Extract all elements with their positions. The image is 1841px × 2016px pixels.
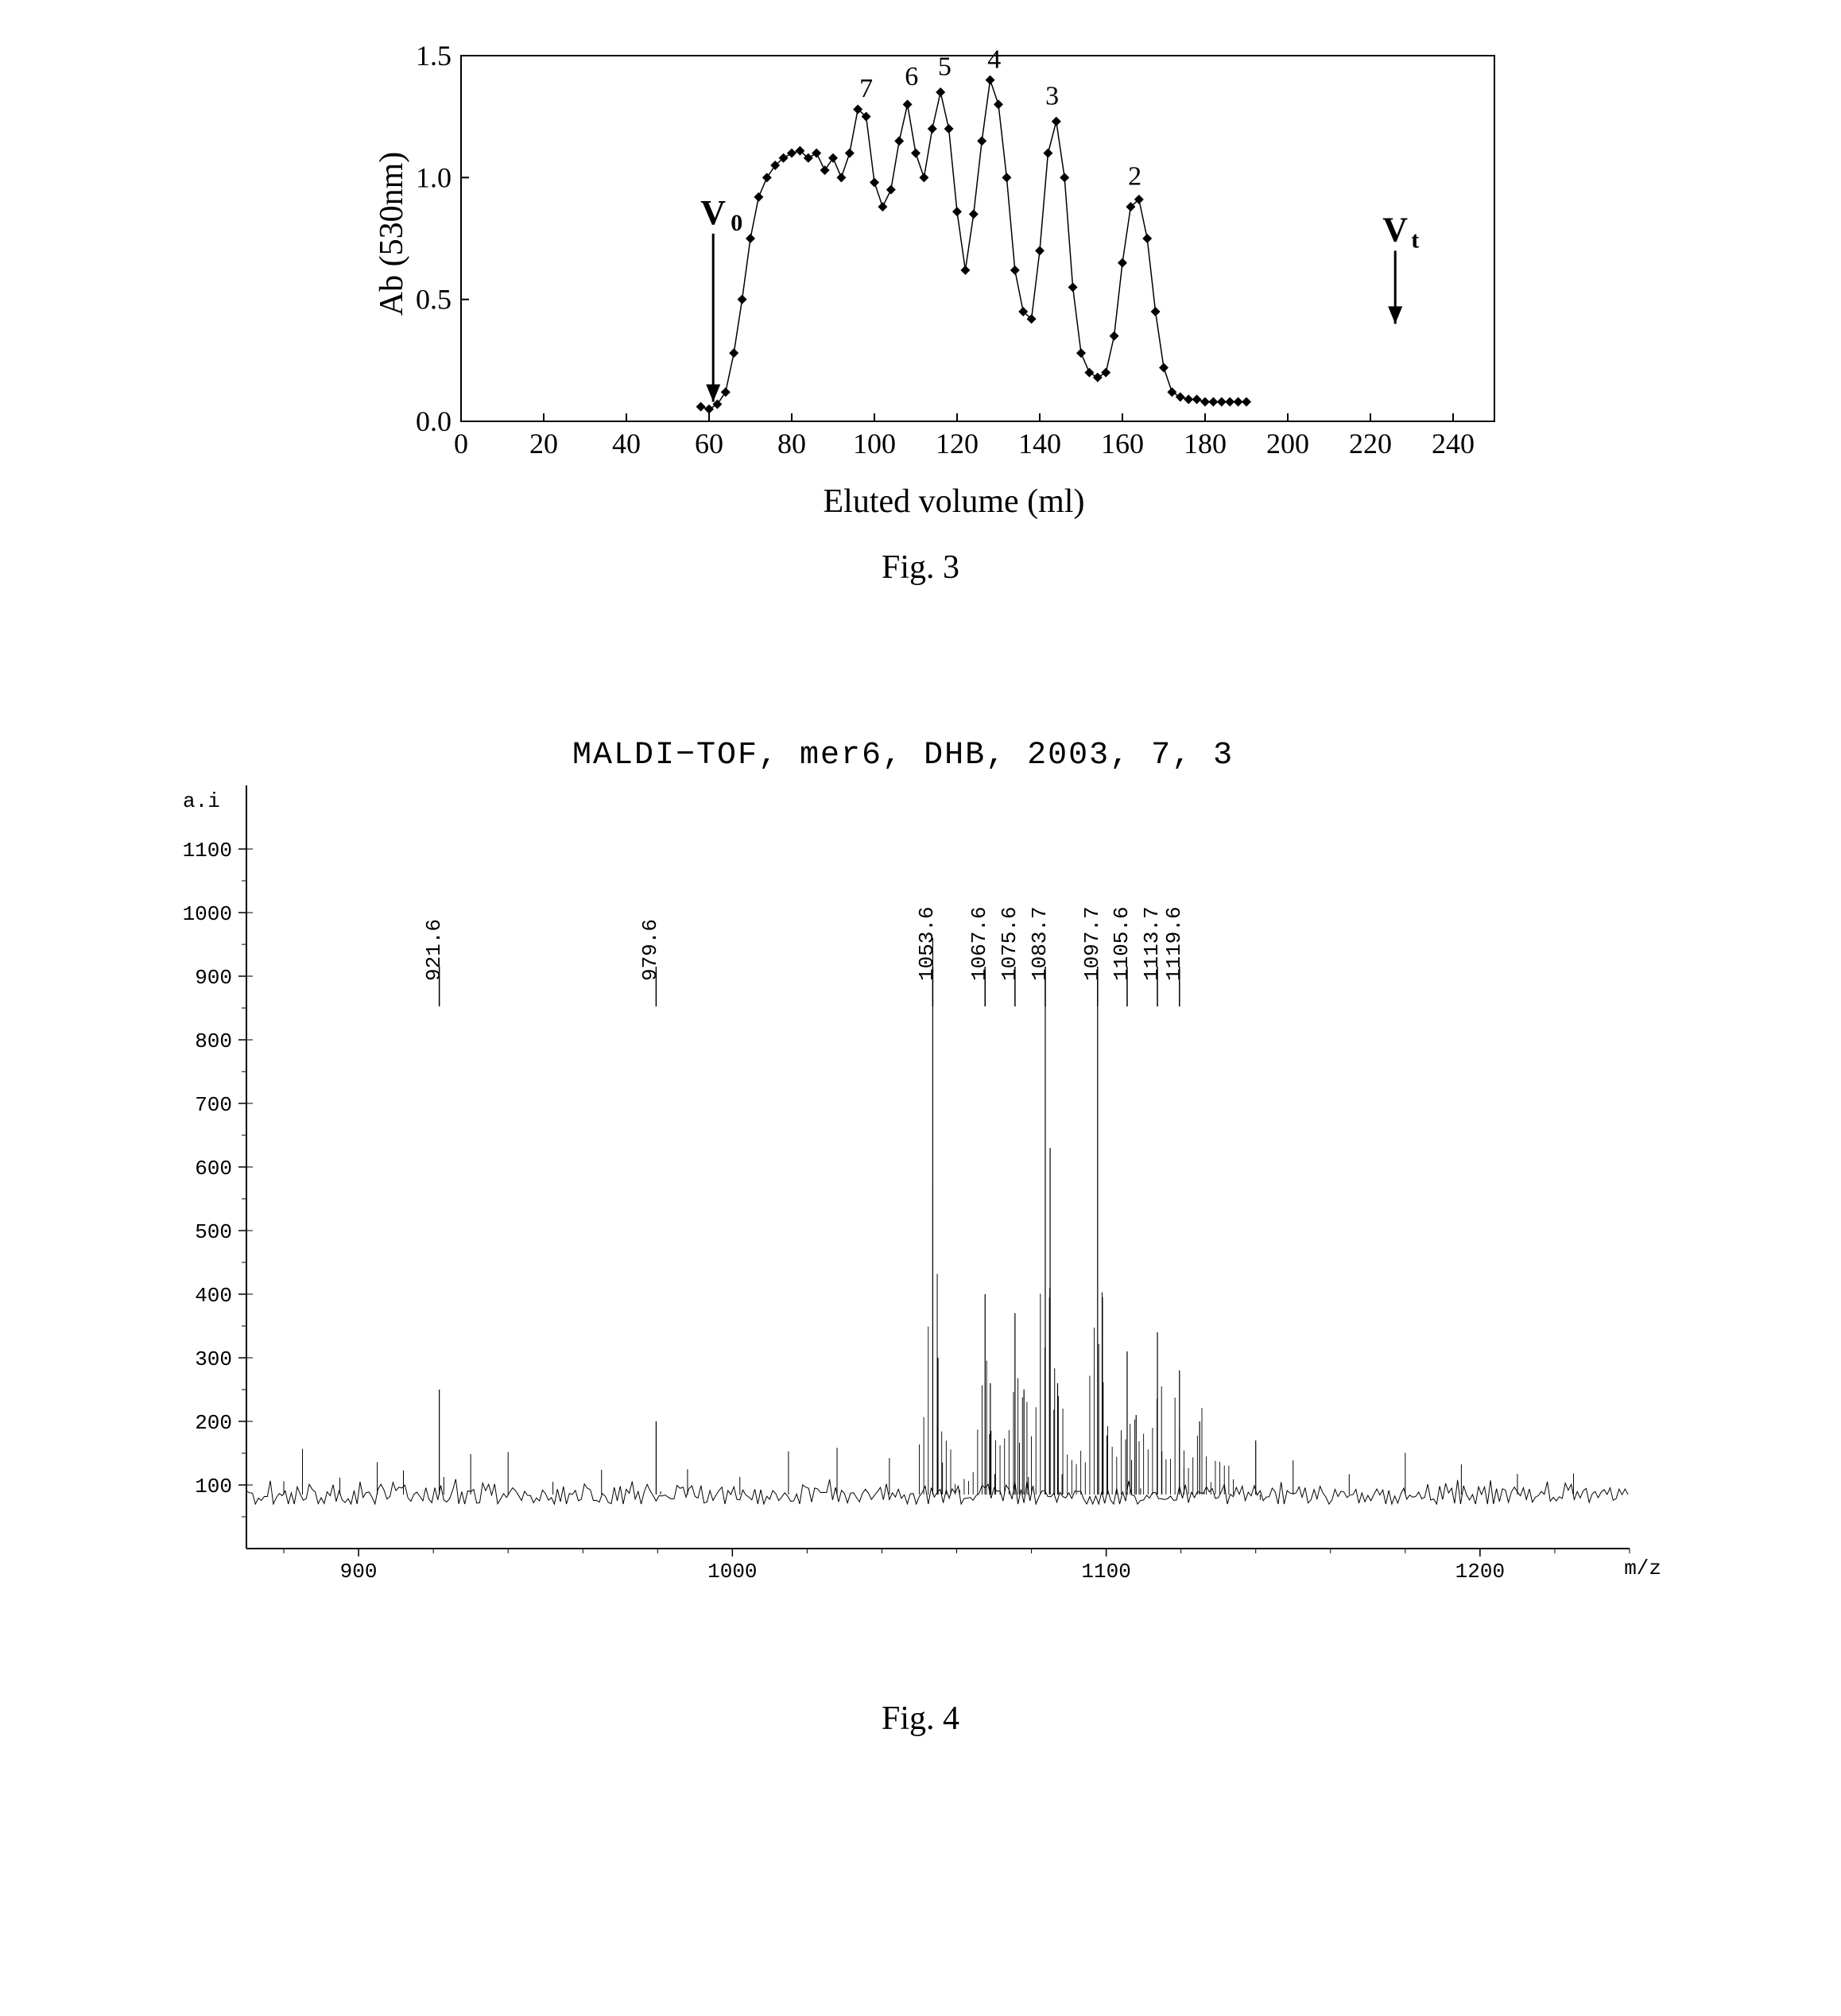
svg-text:t: t [1411, 227, 1419, 253]
peak-label: 1105.6 [1110, 906, 1134, 981]
svg-text:160: 160 [1101, 428, 1144, 459]
svg-text:V: V [1382, 210, 1408, 249]
svg-text:400: 400 [195, 1284, 232, 1308]
svg-text:200: 200 [195, 1411, 232, 1435]
svg-text:4: 4 [987, 45, 1001, 74]
svg-text:7: 7 [859, 74, 873, 103]
svg-text:60: 60 [695, 428, 723, 459]
svg-text:900: 900 [340, 1560, 378, 1584]
svg-text:220: 220 [1349, 428, 1392, 459]
svg-text:240: 240 [1432, 428, 1475, 459]
svg-text:200: 200 [1266, 428, 1309, 459]
svg-text:0: 0 [731, 210, 742, 236]
svg-text:900: 900 [195, 966, 232, 990]
svg-text:120: 120 [936, 428, 979, 459]
svg-text:100: 100 [195, 1475, 232, 1498]
peak-label: 1119.6 [1162, 906, 1186, 981]
svg-text:2: 2 [1128, 162, 1141, 192]
peak-label: 1113.7 [1140, 906, 1164, 981]
svg-text:100: 100 [853, 428, 896, 459]
svg-text:1100: 1100 [183, 839, 232, 863]
svg-text:3: 3 [1045, 81, 1059, 110]
peak-label: 1067.6 [967, 906, 991, 981]
svg-text:1100: 1100 [1081, 1560, 1130, 1584]
svg-text:0.0: 0.0 [416, 405, 452, 437]
svg-text:0: 0 [454, 428, 468, 459]
svg-text:1000: 1000 [707, 1560, 757, 1584]
y-axis-label: Ab (530nm) [373, 152, 411, 316]
svg-text:300: 300 [195, 1347, 232, 1371]
svg-text:0.5: 0.5 [416, 284, 452, 316]
peak-label: 1097.7 [1080, 906, 1104, 981]
peak-label: 1083.7 [1028, 906, 1052, 981]
x-axis-label: Eluted volume (ml) [824, 483, 1085, 521]
figure-3-caption: Fig. 3 [143, 549, 1698, 587]
y-axis-label: a.i [183, 789, 220, 813]
svg-text:180: 180 [1184, 428, 1227, 459]
svg-text:1000: 1000 [183, 902, 232, 926]
svg-text:V: V [700, 193, 726, 232]
figure-3-block: Ab (530nm) 02040608010012014016018020022… [143, 32, 1698, 587]
svg-text:500: 500 [195, 1220, 232, 1244]
figure-4-block: MALDI−TOF, mer6, DHB, 2003, 7, 3 a.i 100… [143, 730, 1698, 1738]
mass-spectrum-chart: MALDI−TOF, mer6, DHB, 2003, 7, 3 a.i 100… [159, 730, 1669, 1604]
svg-text:20: 20 [529, 428, 558, 459]
mass-spectrum-svg: 100 200 300 400 500 600 700 800 900 1000 1100 900 10… [159, 730, 1669, 1604]
svg-text:1.5: 1.5 [416, 40, 452, 72]
svg-text:600: 600 [195, 1157, 232, 1181]
chromatogram-svg: 0204060801001201401601802002202400.00.51… [397, 32, 1510, 477]
x-axis-label: m/z [1624, 1557, 1661, 1580]
chromatogram-chart: Ab (530nm) 02040608010012014016018020022… [397, 32, 1510, 477]
svg-text:40: 40 [612, 428, 641, 459]
svg-text:800: 800 [195, 1029, 232, 1053]
figure-4-caption: Fig. 4 [143, 1700, 1698, 1738]
peak-label: 1075.6 [998, 906, 1021, 981]
svg-text:5: 5 [938, 52, 952, 82]
peak-label: 921.6 [422, 919, 446, 981]
peak-label: 1053.6 [915, 906, 939, 981]
svg-text:700: 700 [195, 1093, 232, 1117]
svg-text:1.0: 1.0 [416, 161, 452, 193]
svg-text:80: 80 [777, 428, 806, 459]
svg-text:140: 140 [1018, 428, 1061, 459]
peak-label: 979.6 [638, 919, 662, 981]
spectrum-title: MALDI−TOF, mer6, DHB, 2003, 7, 3 [572, 738, 1234, 773]
svg-text:6: 6 [905, 62, 918, 91]
svg-text:1200: 1200 [1455, 1560, 1505, 1584]
